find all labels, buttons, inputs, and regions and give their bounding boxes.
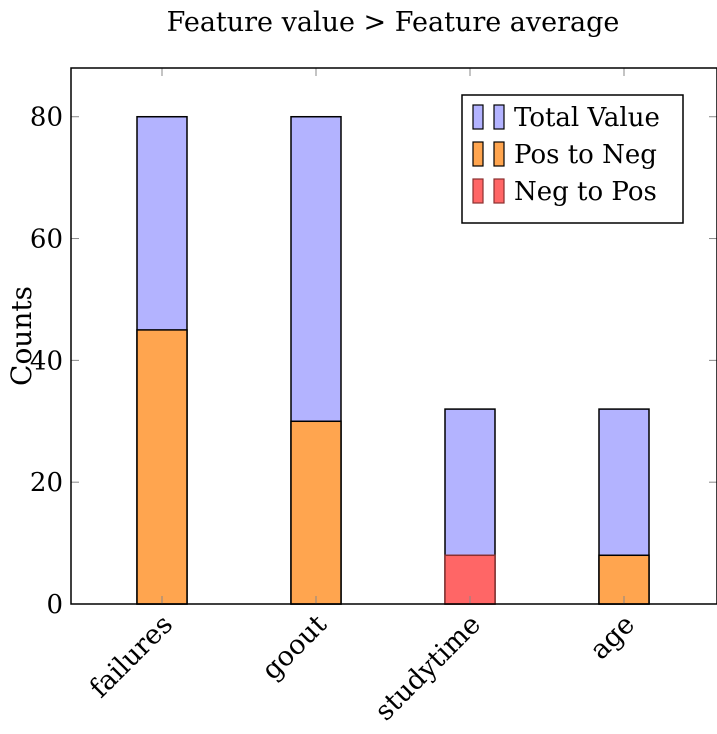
y-axis-label: Counts bbox=[5, 286, 38, 386]
y-tick-label-20: 20 bbox=[30, 468, 63, 498]
bar-neg-to-pos-studytime bbox=[444, 554, 496, 605]
legend-label-neg-to-pos: Neg to Pos bbox=[514, 177, 657, 207]
legend-label-total-value: Total Value bbox=[514, 103, 660, 133]
x-tick-label-failures: failures bbox=[84, 609, 179, 704]
legend-swatch-total-value-0 bbox=[472, 104, 484, 130]
bar-pos-to-neg-goout bbox=[290, 420, 342, 605]
legend-swatch-neg-to-pos-1 bbox=[493, 178, 505, 204]
x-tick-label-goout: goout bbox=[256, 609, 333, 686]
bar-pos-to-neg-failures bbox=[136, 329, 188, 605]
bars-layer bbox=[136, 115, 650, 605]
x-tick-label-studytime: studytime bbox=[369, 609, 487, 727]
legend-swatch-neg-to-pos-0 bbox=[472, 178, 484, 204]
legend-swatch-total-value-1 bbox=[493, 104, 505, 130]
y-tick-label-40: 40 bbox=[30, 346, 63, 376]
legend-swatch-pos-to-neg-0 bbox=[472, 141, 484, 167]
x-tick-label-age: age bbox=[584, 609, 641, 666]
legend-label-pos-to-neg: Pos to Neg bbox=[514, 140, 657, 170]
legend-swatch-pos-to-neg-1 bbox=[493, 141, 505, 167]
y-tick-label-0: 0 bbox=[46, 590, 63, 620]
bar-pos-to-neg-age bbox=[598, 554, 650, 605]
legend: Total Value Pos to Neg Neg to Pos bbox=[461, 94, 684, 224]
y-tick-label-80: 80 bbox=[30, 103, 63, 133]
plot-frame bbox=[70, 67, 717, 605]
y-tick-label-60: 60 bbox=[30, 225, 63, 255]
chart-title: Feature value > Feature average bbox=[167, 7, 620, 38]
